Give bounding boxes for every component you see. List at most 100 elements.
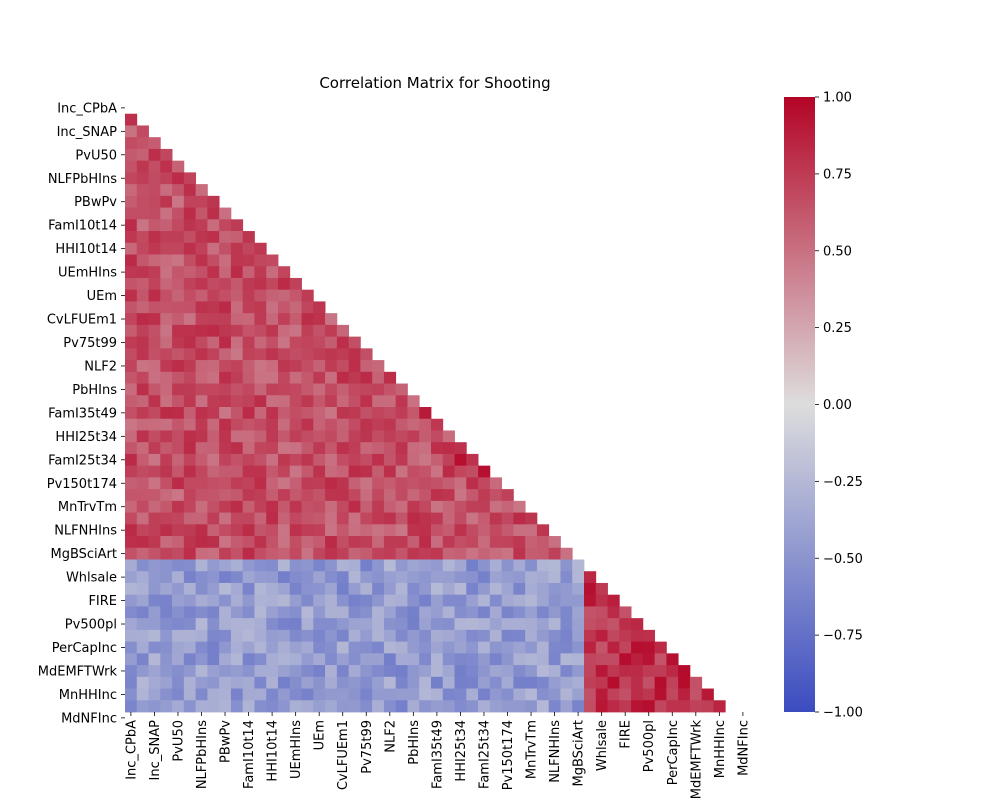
heatmap-cell [313,336,326,349]
heatmap-cell [513,700,526,713]
y-tick-label: PbHIns [72,383,117,398]
heatmap-cell [195,547,208,560]
heatmap-cell [148,324,161,338]
heatmap-cell [160,500,173,513]
heatmap-cell [619,665,632,678]
heatmap-cell [395,395,408,408]
heatmap-cell [172,477,185,490]
heatmap-cell [466,629,479,643]
heatmap-cell [207,453,220,467]
heatmap-cell [501,536,514,549]
heatmap-cell [313,547,326,560]
heatmap-cell [301,313,314,326]
heatmap-cell [242,582,255,596]
heatmap-cell [360,618,373,631]
heatmap-cell [266,524,279,537]
heatmap-cell [219,688,232,701]
heatmap-cell [183,184,197,197]
heatmap-cell [348,383,361,396]
heatmap-cell [172,383,185,396]
x-tick-label: PvU50 [171,720,186,762]
heatmap-cell [266,348,279,361]
heatmap-cell [454,688,467,701]
heatmap-cell [148,301,161,314]
heatmap-cell [348,524,361,537]
heatmap-cell [666,665,679,678]
heatmap-cell [325,688,338,701]
heatmap-cell [136,676,149,689]
heatmap-cell [489,676,503,689]
heatmap-cell [548,606,561,619]
y-tick-label: Pv150t174 [47,477,117,492]
heatmap-cell [383,653,397,666]
heatmap-cell [242,348,255,361]
heatmap-cell [136,231,149,244]
heatmap-cell [254,418,267,431]
heatmap-cell [548,618,561,631]
heatmap-cell [313,500,326,513]
heatmap-cell [395,676,408,689]
heatmap-cell [136,348,149,361]
heatmap-cell [336,395,350,408]
colorbar-tick-label: 0.50 [823,244,852,259]
heatmap-cell [195,571,208,584]
heatmap-cell [301,371,314,384]
heatmap-cell [372,371,385,384]
heatmap-cell [348,606,361,619]
heatmap-cell [195,653,208,666]
heatmap-cell [183,536,197,549]
heatmap-cell [525,571,538,584]
heatmap-cell [125,500,138,513]
heatmap-cell [254,442,267,455]
heatmap-cell [125,348,138,361]
heatmap-cell [548,688,561,701]
heatmap-cell [348,512,361,525]
heatmap-cell [325,407,338,420]
heatmap-cell [419,665,432,678]
heatmap-cell [183,665,197,678]
heatmap-cell [219,266,232,279]
heatmap-cell [136,160,149,173]
heatmap-cell [336,442,350,455]
heatmap-cell [466,547,479,560]
heatmap-cell [183,512,197,525]
heatmap-cell [489,477,503,490]
heatmap-cell [195,313,208,326]
heatmap-cell [242,336,255,349]
heatmap-cell [160,665,173,678]
heatmap-cell [289,653,302,666]
heatmap-cell [407,536,420,549]
heatmap-cell [383,383,397,396]
heatmap-cell [195,688,208,701]
heatmap-cell [478,559,491,572]
heatmap-cell [372,688,385,701]
heatmap-cell [160,594,173,607]
heatmap-cell [325,500,338,513]
heatmap-cell [125,277,138,291]
heatmap-cell [266,618,279,631]
heatmap-cell [160,571,173,584]
heatmap-cell [266,489,279,502]
heatmap-cell [619,606,632,619]
heatmap-cell [172,524,185,537]
heatmap-cell [289,665,302,678]
heatmap-cell [513,629,526,643]
heatmap-cell [278,430,291,443]
heatmap-cell [172,395,185,408]
heatmap-cell [619,700,632,713]
heatmap-cell [266,700,279,713]
heatmap-cell [336,582,350,596]
heatmap-cell [301,500,314,513]
heatmap-cell [278,418,291,431]
heatmap-cell [183,489,197,502]
heatmap-cell [148,336,161,349]
heatmap-cell [136,489,149,502]
heatmap-cell [607,653,620,666]
heatmap-cell [230,582,244,596]
heatmap-cell [442,618,455,631]
x-tick-label: UEm [313,720,328,750]
heatmap-cell [654,653,667,666]
heatmap-cell [619,618,632,631]
colorbar-tick-label: 0.75 [823,167,852,182]
heatmap-cell [313,536,326,549]
